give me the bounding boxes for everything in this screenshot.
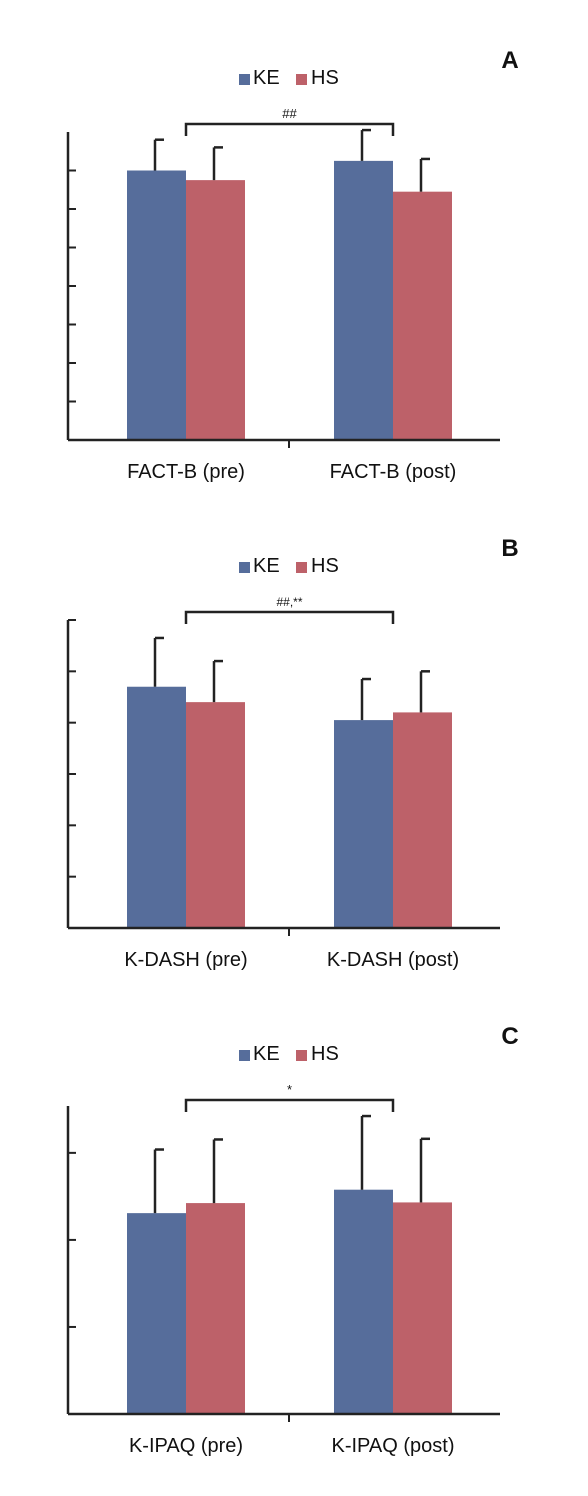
legend-label-hs: HS	[311, 555, 339, 577]
x-tick-label: K-DASH (post)	[327, 949, 459, 971]
bar-ke-1	[334, 720, 393, 928]
chart-panel-c: C KE HS K-IPAQ (pre) K-IPAQ (post) *	[66, 1023, 519, 1457]
bar-hs-1	[393, 191, 452, 440]
bar-hs-0	[186, 180, 245, 440]
panel-label: A	[501, 47, 518, 74]
chart-panel-b: B KE HS K-DASH (pre) K-DASH (post) ##,**	[66, 535, 519, 971]
legend-swatch-ke	[239, 1050, 250, 1061]
bar-hs-0	[186, 702, 245, 928]
significance-bracket	[184, 122, 395, 136]
significance-annotation: ##	[282, 106, 297, 121]
bar-hs-0	[186, 1203, 245, 1414]
legend-label-ke: KE	[253, 67, 280, 89]
bar-hs-1	[393, 1202, 452, 1414]
significance-annotation: ##,**	[276, 595, 302, 609]
legend-swatch-ke	[239, 562, 250, 573]
bar-ke-0	[127, 686, 186, 928]
x-tick-label: K-DASH (pre)	[124, 949, 247, 971]
significance-bracket	[184, 610, 395, 624]
significance-bracket	[184, 1098, 395, 1112]
legend-label-ke: KE	[253, 555, 280, 577]
legend-label-ke: KE	[253, 1043, 280, 1065]
legend-swatch-hs	[296, 1050, 307, 1061]
legend-swatch-hs	[296, 74, 307, 85]
panel-label: B	[501, 535, 518, 562]
bar-ke-1	[334, 1189, 393, 1414]
x-tick-label: FACT-B (pre)	[127, 461, 245, 483]
bar-ke-0	[127, 1213, 186, 1414]
legend-label-hs: HS	[311, 1043, 339, 1065]
legend-swatch-ke	[239, 74, 250, 85]
significance-annotation: *	[287, 1082, 292, 1097]
bar-hs-1	[393, 712, 452, 928]
legend-label-hs: HS	[311, 67, 339, 89]
panel-label: C	[501, 1023, 518, 1050]
x-tick-label: FACT-B (post)	[330, 461, 457, 483]
bar-ke-1	[334, 160, 393, 440]
legend-swatch-hs	[296, 562, 307, 573]
x-tick-label: K-IPAQ (pre)	[129, 1435, 243, 1457]
x-tick-label: K-IPAQ (post)	[332, 1435, 455, 1457]
bar-ke-0	[127, 170, 186, 440]
chart-panel-a: A KE HS FACT-B (pre) FACT-B (post) ##	[66, 47, 519, 483]
